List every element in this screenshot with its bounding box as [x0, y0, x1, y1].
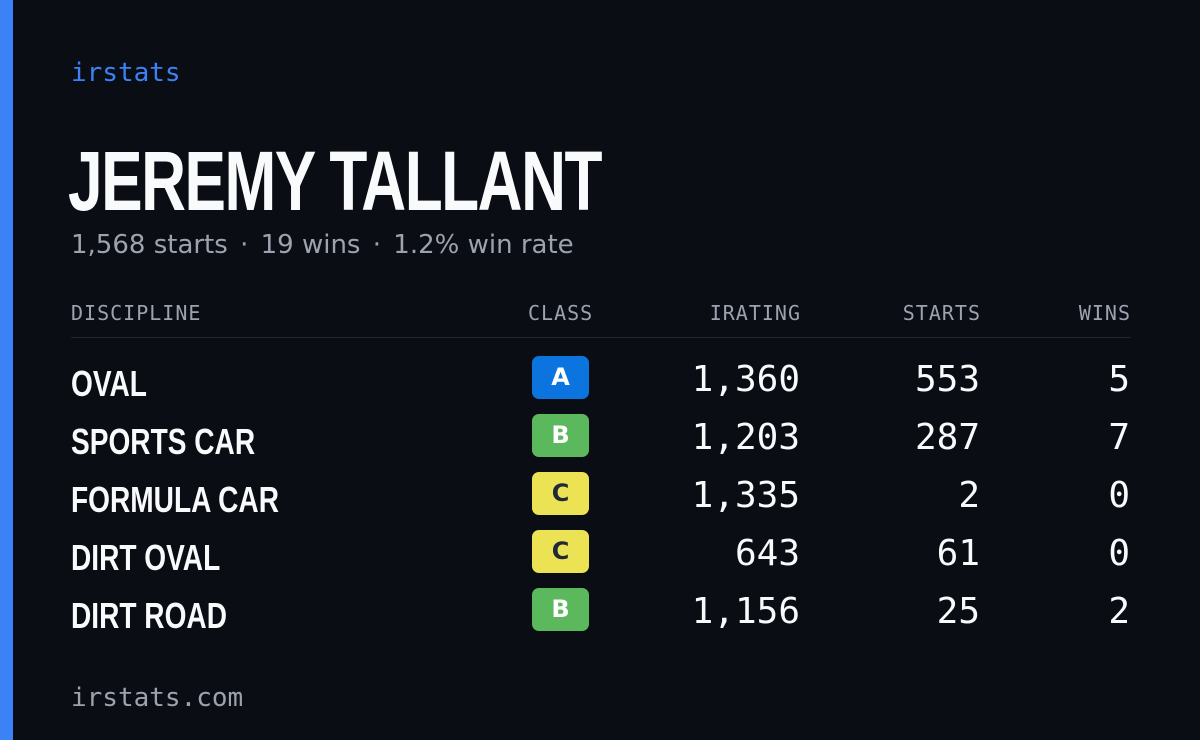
irating-value: 643: [734, 533, 800, 574]
irating-value: 1,156: [691, 591, 800, 632]
class-badge: B: [532, 414, 589, 457]
discipline-name: SPORTS CAR: [71, 421, 256, 462]
header-irating: IRATING: [709, 301, 801, 325]
header-class: CLASS: [528, 301, 594, 325]
header-starts: STARTS: [902, 301, 981, 325]
class-badge: B: [532, 588, 589, 631]
wins-value: 0: [1108, 533, 1130, 574]
starts-value: 287: [914, 417, 980, 458]
summary-win-rate: 1.2% win rate: [393, 230, 574, 260]
footer-domain: irstats.com: [71, 683, 244, 713]
brand-logo-text: irstats: [71, 58, 181, 88]
irating-value: 1,335: [691, 475, 800, 516]
header-discipline: DISCIPLINE: [71, 301, 202, 325]
wins-value: 0: [1108, 475, 1130, 516]
summary-separator: ·: [372, 230, 382, 260]
wins-value: 7: [1108, 417, 1130, 458]
table-row: DIRT OVAL C 643 61 0: [71, 526, 1131, 584]
class-badge: C: [532, 472, 589, 515]
header-wins: WINS: [1078, 301, 1131, 325]
table-body: OVAL A 1,360 553 5 SPORTS CAR B 1,203 28…: [71, 352, 1131, 642]
table-row: DIRT ROAD B 1,156 25 2: [71, 584, 1131, 642]
table-row: OVAL A 1,360 553 5: [71, 352, 1131, 410]
accent-bar: [0, 0, 13, 740]
class-badge: A: [532, 356, 589, 399]
discipline-table: DISCIPLINE CLASS IRATING STARTS WINS OVA…: [71, 296, 1131, 636]
table-header: DISCIPLINE CLASS IRATING STARTS WINS: [71, 296, 1131, 338]
starts-value: 2: [958, 475, 980, 516]
starts-value: 61: [936, 533, 980, 574]
table-row: SPORTS CAR B 1,203 287 7: [71, 410, 1131, 468]
summary-wins: 19 wins: [260, 230, 361, 260]
discipline-name: DIRT ROAD: [71, 595, 227, 636]
wins-value: 5: [1108, 359, 1130, 400]
starts-value: 25: [936, 591, 980, 632]
summary-separator: ·: [240, 230, 249, 260]
table-row: FORMULA CAR C 1,335 2 0: [71, 468, 1131, 526]
driver-name: JEREMY TALLANT: [68, 134, 602, 228]
starts-value: 553: [914, 359, 980, 400]
class-badge: C: [532, 530, 589, 573]
irating-value: 1,203: [691, 417, 800, 458]
summary-starts: 1,568 starts: [71, 230, 228, 260]
wins-value: 2: [1108, 591, 1130, 632]
discipline-name: OVAL: [71, 363, 147, 404]
discipline-name: DIRT OVAL: [71, 537, 221, 578]
irating-value: 1,360: [691, 359, 800, 400]
summary-line: 1,568 starts · 19 wins · 1.2% win rate: [71, 228, 574, 262]
discipline-name: FORMULA CAR: [71, 479, 279, 520]
